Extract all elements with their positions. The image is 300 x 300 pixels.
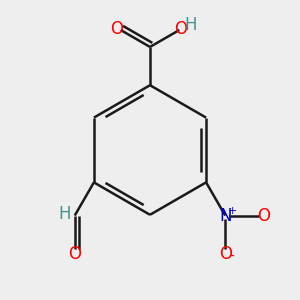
Text: N: N [219, 206, 232, 224]
Text: O: O [257, 206, 270, 224]
Text: H: H [58, 206, 71, 224]
Text: -: - [229, 250, 234, 264]
Text: +: + [227, 206, 237, 216]
Text: O: O [110, 20, 123, 38]
Text: O: O [174, 20, 187, 38]
Text: O: O [219, 245, 232, 263]
Text: H: H [184, 16, 197, 34]
Text: O: O [68, 245, 81, 263]
